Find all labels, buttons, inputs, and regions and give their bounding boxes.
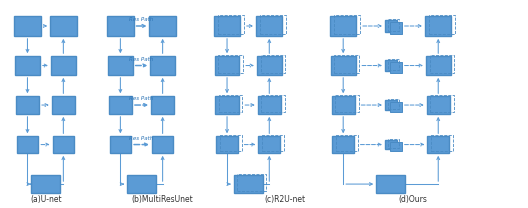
Bar: [31, 175, 60, 193]
Bar: [388, 139, 399, 148]
Bar: [430, 95, 454, 112]
Bar: [52, 96, 75, 114]
Bar: [385, 140, 397, 149]
Bar: [388, 59, 399, 70]
Bar: [216, 136, 238, 153]
Bar: [261, 95, 285, 112]
Bar: [428, 136, 449, 153]
Bar: [214, 16, 240, 36]
Bar: [385, 100, 397, 110]
Bar: [335, 55, 360, 73]
Bar: [108, 56, 133, 75]
Bar: [385, 60, 397, 71]
Bar: [431, 135, 453, 151]
Bar: [152, 136, 173, 153]
Bar: [50, 16, 77, 36]
Bar: [149, 16, 176, 36]
Text: Res Path: Res Path: [129, 96, 154, 101]
Bar: [376, 175, 406, 193]
Bar: [17, 136, 39, 153]
Bar: [261, 55, 285, 73]
Bar: [258, 96, 281, 114]
Bar: [429, 15, 455, 34]
Bar: [332, 96, 355, 114]
Bar: [237, 174, 266, 191]
Bar: [390, 22, 402, 34]
Bar: [220, 135, 241, 151]
Text: Res Path: Res Path: [129, 57, 154, 62]
Bar: [14, 16, 41, 36]
Bar: [388, 19, 399, 31]
Bar: [335, 95, 359, 112]
Bar: [15, 56, 40, 75]
Bar: [426, 56, 451, 75]
Bar: [334, 15, 360, 34]
Bar: [430, 55, 455, 73]
Bar: [16, 96, 39, 114]
Bar: [259, 136, 280, 153]
Bar: [257, 56, 282, 75]
Bar: [214, 56, 239, 75]
Bar: [218, 15, 244, 34]
Bar: [260, 15, 286, 34]
Bar: [331, 56, 356, 75]
Bar: [51, 56, 76, 75]
Bar: [219, 55, 243, 73]
Bar: [388, 99, 399, 109]
Bar: [110, 136, 131, 153]
Text: (b)MultiResUnet: (b)MultiResUnet: [132, 195, 193, 204]
Bar: [256, 16, 282, 36]
Text: (d)Ours: (d)Ours: [399, 195, 427, 204]
Bar: [427, 96, 450, 114]
Bar: [151, 96, 174, 114]
Bar: [219, 95, 242, 112]
Bar: [109, 96, 132, 114]
Bar: [150, 56, 175, 75]
Text: Res Path: Res Path: [129, 17, 154, 22]
Bar: [215, 96, 239, 114]
Bar: [390, 142, 402, 151]
Bar: [52, 136, 74, 153]
Bar: [233, 175, 263, 193]
Text: Res Path: Res Path: [129, 136, 154, 141]
Bar: [390, 102, 402, 112]
Bar: [107, 16, 134, 36]
Bar: [330, 16, 356, 36]
Bar: [333, 136, 354, 153]
Text: (c)R2U-net: (c)R2U-net: [265, 195, 306, 204]
Bar: [425, 16, 451, 36]
Bar: [262, 135, 284, 151]
Bar: [127, 175, 156, 193]
Bar: [390, 62, 402, 73]
Bar: [336, 135, 358, 151]
Text: (a)U-net: (a)U-net: [31, 195, 62, 204]
Bar: [385, 20, 397, 32]
